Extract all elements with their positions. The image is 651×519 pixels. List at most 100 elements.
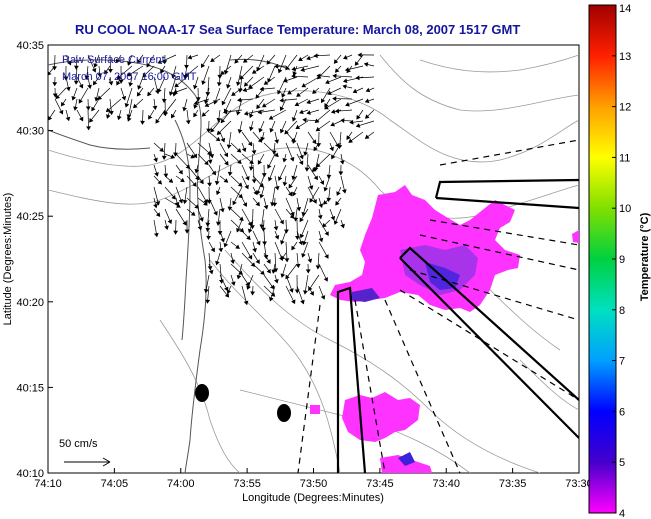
x-tick-label: 73:35: [499, 478, 527, 490]
current-vector-arrow: [142, 65, 155, 78]
current-vector-arrow: [52, 87, 58, 98]
current-vector-arrow: [363, 62, 375, 67]
current-vector-arrow: [163, 164, 169, 178]
current-vector-arrow: [217, 65, 223, 79]
current-vector-arrow: [291, 131, 298, 144]
current-vector-arrow: [322, 219, 331, 228]
current-vector-arrow: [87, 54, 97, 73]
current-vector-arrow: [205, 219, 211, 233]
current-vector-arrow: [277, 76, 287, 95]
current-vector-arrow: [221, 87, 232, 106]
current-vector-arrow: [313, 53, 331, 59]
current-vector-arrow: [207, 153, 213, 164]
current-vector-arrow: [241, 252, 256, 267]
current-vector-arrow: [301, 241, 309, 258]
current-vector-arrow: [153, 164, 159, 177]
current-vector-arrow: [298, 54, 309, 62]
current-vector-arrow: [175, 208, 187, 226]
current-vector-arrow: [335, 197, 342, 206]
current-vector-arrow: [186, 175, 197, 187]
current-vector-arrow: [85, 98, 91, 111]
current-vector-arrow: [352, 87, 364, 94]
current-vector-arrow: [307, 285, 314, 296]
current-vector-arrow: [116, 76, 122, 86]
current-vector-arrow: [87, 76, 92, 89]
current-vector-arrow: [285, 208, 295, 219]
current-vector-arrow: [294, 219, 300, 240]
current-vector-arrow: [226, 285, 232, 295]
current-vector-arrow: [206, 120, 212, 133]
current-vector-arrow: [182, 98, 188, 112]
current-vector-arrow: [173, 219, 179, 235]
current-vector-arrow: [315, 252, 321, 270]
current-vector-arrow: [346, 131, 353, 140]
current-vector-arrow: [89, 109, 100, 123]
current-vector-arrow: [230, 186, 243, 199]
current-vector-arrow: [155, 109, 166, 124]
current-vector-arrow: [76, 76, 84, 89]
current-vector-arrow: [230, 208, 244, 222]
current-vector-arrow: [164, 175, 174, 183]
current-vector-arrow: [219, 142, 229, 158]
current-vector-arrow: [296, 230, 304, 246]
current-vector-arrow: [241, 175, 249, 190]
current-vector-arrow: [317, 208, 323, 220]
current-vector-arrow: [268, 285, 276, 302]
current-vector-arrow: [318, 241, 329, 259]
current-vector-arrow: [259, 186, 265, 199]
current-vector-arrow: [267, 164, 276, 182]
current-vector-arrow: [296, 285, 305, 305]
current-vector-arrow: [338, 164, 344, 176]
current-vector-arrow: [285, 142, 295, 162]
current-vector-arrow: [86, 109, 91, 131]
x-tick-label: 74:00: [167, 478, 195, 490]
current-vector-arrow: [249, 109, 254, 119]
current-vector-arrow: [340, 175, 347, 194]
current-vector-arrow: [76, 109, 84, 122]
current-vector-arrow: [349, 119, 364, 125]
colorbar-tick-label: 11: [619, 152, 630, 164]
y-axis-ticks: 40:35 40:30 40:25 40:20 40:15 40:10: [16, 40, 53, 480]
current-vector-arrow: [311, 164, 320, 173]
current-vector-arrow: [280, 252, 287, 261]
current-vector-arrow: [201, 65, 210, 86]
current-vectors: [48, 52, 375, 306]
current-vector-arrow: [263, 197, 269, 210]
current-vector-arrow: [329, 208, 336, 221]
current-vector-arrow: [325, 76, 342, 85]
current-vector-arrow: [126, 109, 133, 122]
current-vector-arrow: [271, 263, 277, 274]
current-vector-arrow: [116, 109, 122, 121]
current-vector-arrow: [296, 142, 304, 160]
legend-line-1: Raw Surface Current: [62, 54, 165, 66]
x-tick-label: 73:40: [432, 478, 460, 490]
current-vector-arrow: [186, 197, 199, 209]
current-vector-arrow: [197, 175, 204, 185]
current-vector-arrow: [263, 142, 279, 158]
current-vector-arrow: [187, 54, 199, 60]
current-vector-arrow: [284, 241, 290, 263]
current-vector-arrow: [292, 186, 298, 197]
current-vector-arrow: [299, 109, 309, 115]
current-vector-arrow: [137, 76, 144, 90]
current-vector-arrow: [214, 164, 221, 186]
current-vector-arrow: [185, 109, 191, 125]
current-vector-arrow: [234, 54, 243, 64]
current-vector-arrow: [164, 208, 173, 225]
current-vector-arrow: [120, 87, 127, 101]
current-vector-arrow: [174, 197, 180, 207]
current-vector-arrow: [268, 109, 287, 120]
current-vector-arrow: [288, 175, 298, 189]
colorbar-tick-label: 13: [619, 51, 631, 63]
current-vector-arrow: [153, 197, 158, 209]
current-vector-arrow: [193, 76, 199, 90]
figure-title: RU COOL NOAA-17 Sea Surface Temperature:…: [75, 22, 521, 37]
current-vector-arrow: [219, 230, 225, 243]
colorbar-tick-label: 14: [619, 3, 631, 15]
colorbar-tick-label: 5: [619, 457, 625, 469]
current-vector-arrow: [261, 98, 276, 108]
current-vector-arrow: [340, 219, 345, 229]
current-vector-arrow: [365, 87, 375, 93]
radar-station-marker: [195, 384, 209, 402]
current-vector-arrow: [222, 109, 243, 115]
